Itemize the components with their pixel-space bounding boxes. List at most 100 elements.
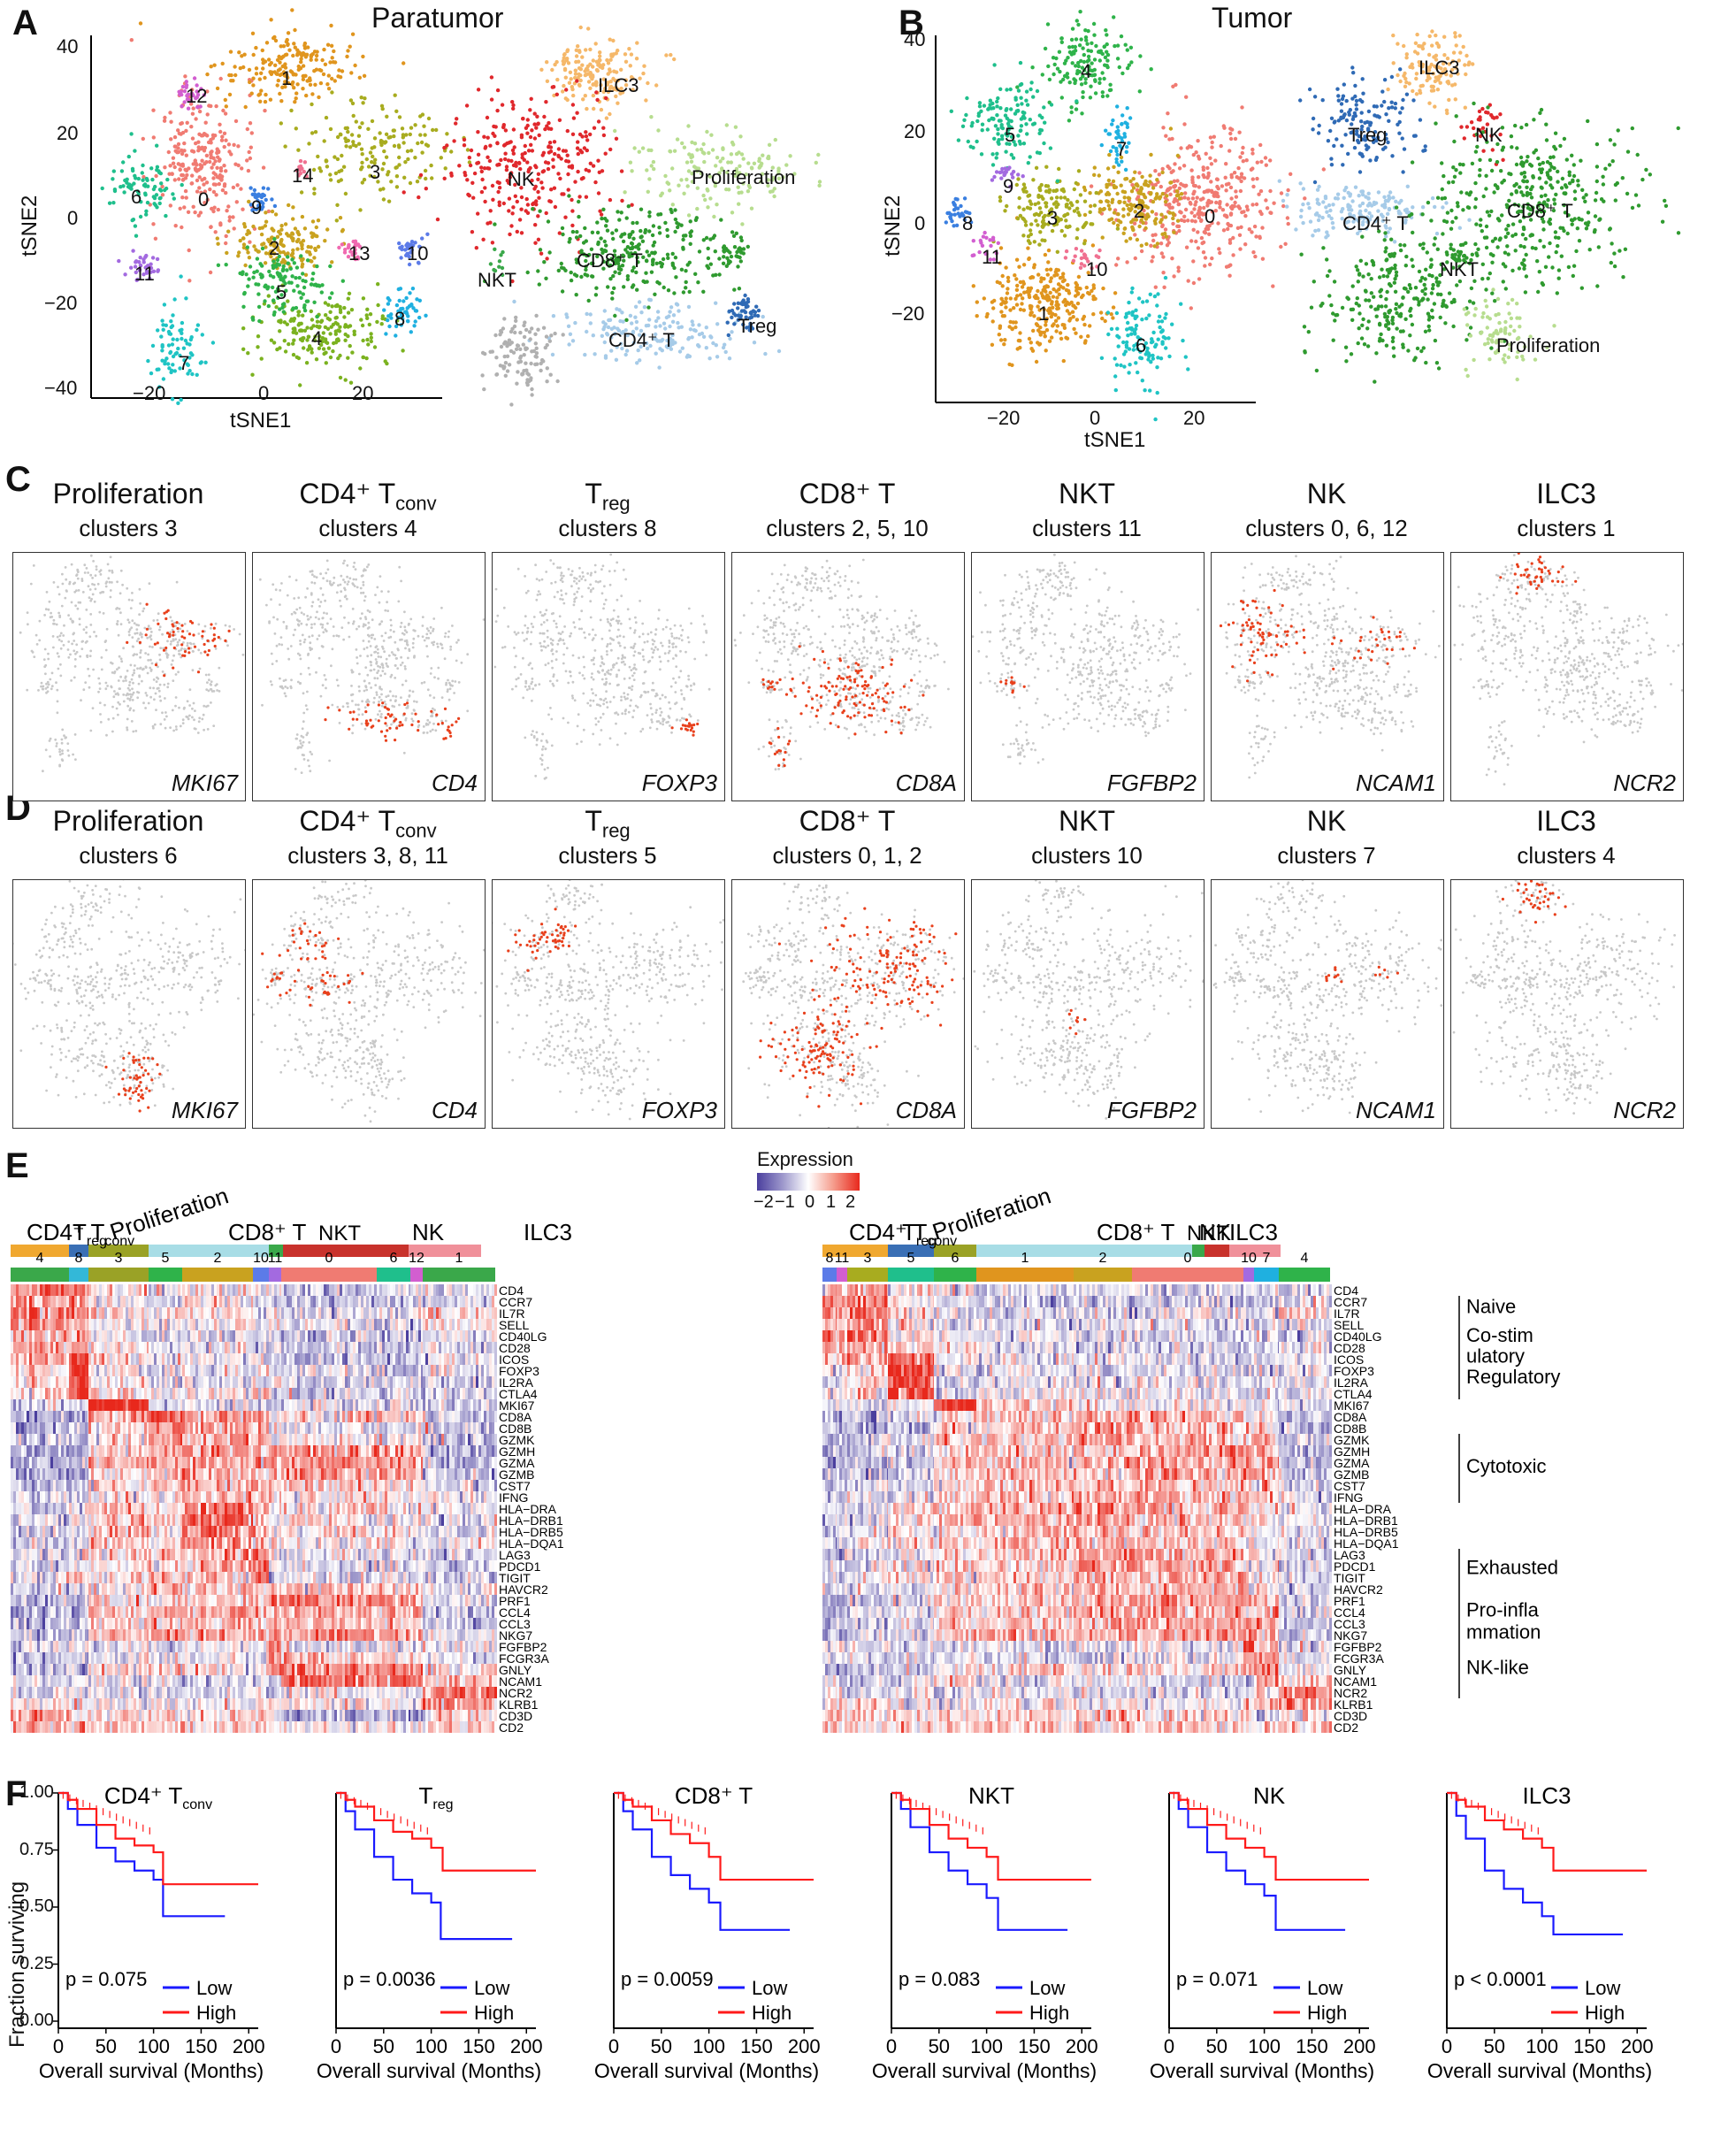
km-xtick: 0 <box>331 2035 341 2057</box>
cluster-bar <box>149 1268 182 1282</box>
gene-label: FCGR3A <box>1334 1651 1384 1666</box>
feature-plot: FGFBP2 <box>971 552 1204 801</box>
gene-label: GZMK <box>1334 1433 1370 1447</box>
gene-label: CD3D <box>1334 1709 1367 1723</box>
km-xtick: 150 <box>740 2035 773 2057</box>
feature-title-text: Proliferation <box>53 478 204 509</box>
group-label: ILC3 <box>1229 1219 1278 1245</box>
gene-label: CCL3 <box>1334 1617 1365 1631</box>
group-bar <box>269 1245 283 1257</box>
km-xtick: 50 <box>651 2035 672 2057</box>
b-celltype-label: CD4⁺ T <box>1342 212 1409 235</box>
km-ytick: 0.00 <box>19 2011 54 2031</box>
b-cluster-label: 1 <box>1038 303 1049 326</box>
gene-label: HAVCR2 <box>1334 1582 1383 1597</box>
km-xtick: 200 <box>1621 2035 1654 2057</box>
group-label-sub: conv <box>927 1234 957 1249</box>
feature-plot: CD8A <box>731 879 965 1129</box>
gene-label: FGFBP2 <box>1334 1640 1382 1654</box>
cluster-label: 2 <box>1099 1251 1107 1266</box>
km-curve-low <box>614 1791 791 1931</box>
feature-plot: CD4 <box>252 552 486 801</box>
group-bar <box>888 1245 934 1257</box>
gene-label: GZMH <box>499 1444 535 1459</box>
b-cluster-label: 11 <box>982 246 1002 269</box>
feature-subtitle: clusters 3, 8, 11 <box>252 842 484 869</box>
km-xlabel: Overall survival (Months) <box>317 2059 541 2082</box>
feature-subtitle: clusters 10 <box>971 842 1203 869</box>
group-label-sub: conv <box>104 1234 134 1249</box>
b-cluster-label: 9 <box>1003 175 1013 198</box>
cluster-bar <box>269 1268 281 1282</box>
expression-legend-title: Expression <box>757 1148 853 1171</box>
gene-group-label: ulatory <box>1466 1344 1525 1367</box>
panel-letter-a: A <box>12 4 38 43</box>
group-label: CD8⁺ T <box>228 1219 306 1245</box>
km-xlabel: Overall survival (Months) <box>872 2059 1097 2082</box>
km-xtick: 50 <box>373 2035 394 2057</box>
heatmap-paratumor: CD4⁺ Tconv Treg Proliferation CD8⁺ T NKT NK IL… <box>0 1141 752 1773</box>
group-label: CD8⁺ T <box>1097 1219 1174 1245</box>
cluster-label: 0 <box>325 1251 333 1266</box>
gene-label: GZMA <box>499 1456 535 1470</box>
cluster-bar <box>253 1268 269 1282</box>
km-title: CD4⁺ Tconv <box>104 1782 212 1812</box>
b-cluster-label: 2 <box>1134 200 1144 223</box>
group-label-sub: reg <box>916 1234 937 1249</box>
panel-b-ytick-3: −20 <box>891 303 924 326</box>
gene-group-label: Cytotoxic <box>1466 1455 1546 1477</box>
panel-letter-c: C <box>5 460 31 500</box>
km-xtick: 100 <box>137 2035 170 2057</box>
feature-scatter <box>253 880 485 1123</box>
km-xtick: 150 <box>463 2035 495 2057</box>
feature-gene-label: CD8A <box>896 770 957 797</box>
panel-a-ytick-2: 0 <box>67 207 78 230</box>
feature-title-text: NK <box>1307 478 1346 509</box>
km-pvalue: p = 0.0059 <box>621 1968 714 1990</box>
panel-a-ylabel: tSNE2 <box>18 195 42 257</box>
gene-label: IL2RA <box>1334 1375 1369 1390</box>
km-ytick: 0.75 <box>19 1840 54 1860</box>
feature-subtitle: clusters 2, 5, 10 <box>731 515 963 542</box>
cluster-bar <box>377 1268 410 1282</box>
km-legend-low: Low <box>1585 1977 1620 1999</box>
gene-label: NKG7 <box>1334 1628 1367 1643</box>
feature-scatter <box>19 554 245 773</box>
feature-title-text: ILC3 <box>1536 478 1596 509</box>
feature-subtitle: clusters 5 <box>492 842 723 869</box>
panel-b-xlabel: tSNE1 <box>1084 428 1145 453</box>
km-xtick: 100 <box>692 2035 725 2057</box>
group-label: ILC3 <box>524 1219 572 1245</box>
feature-title-text: ILC3 <box>1536 805 1596 837</box>
km-legend-high: High <box>196 2002 236 2024</box>
feature-title: NK <box>1211 478 1442 509</box>
feature-title: CD4⁺ Tconv <box>252 478 484 519</box>
cluster-bar <box>837 1268 847 1282</box>
km-xtick: 0 <box>1442 2035 1452 2057</box>
b-cluster-label: 6 <box>1136 334 1146 357</box>
feature-title: CD4⁺ Tconv <box>252 805 484 847</box>
group-bar <box>88 1245 149 1257</box>
group-label: NK <box>1199 1219 1232 1245</box>
group-bar <box>69 1245 88 1257</box>
a-cluster-label: 14 <box>292 165 313 188</box>
cluster-bar <box>1254 1268 1279 1282</box>
km-xtick: 0 <box>1164 2035 1174 2057</box>
panel-b-xtick-2: 20 <box>1183 407 1204 430</box>
cluster-bar <box>69 1268 88 1282</box>
feature-plot: FGFBP2 <box>971 879 1204 1129</box>
panel-b-ytick-0: 40 <box>904 28 925 51</box>
km-xtick: 100 <box>1526 2035 1558 2057</box>
feature-title-text: NKT <box>1059 805 1115 837</box>
cluster-bar <box>934 1268 976 1282</box>
km-legend-high: High <box>1585 2002 1625 2024</box>
feature-plot: NCR2 <box>1450 879 1684 1129</box>
feature-gene-label: MKI67 <box>172 1097 238 1124</box>
km-pvalue: p < 0.0001 <box>1454 1968 1547 1990</box>
panel-a-xtick-2: 20 <box>352 382 373 405</box>
feature-title: CD8⁺ T <box>731 805 963 837</box>
panel-a-ytick-1: 20 <box>57 122 78 145</box>
a-celltype-label: NKT <box>478 269 516 292</box>
feature-title-text: CD8⁺ T <box>799 805 896 837</box>
km-ytick: 0.25 <box>19 1954 54 1974</box>
